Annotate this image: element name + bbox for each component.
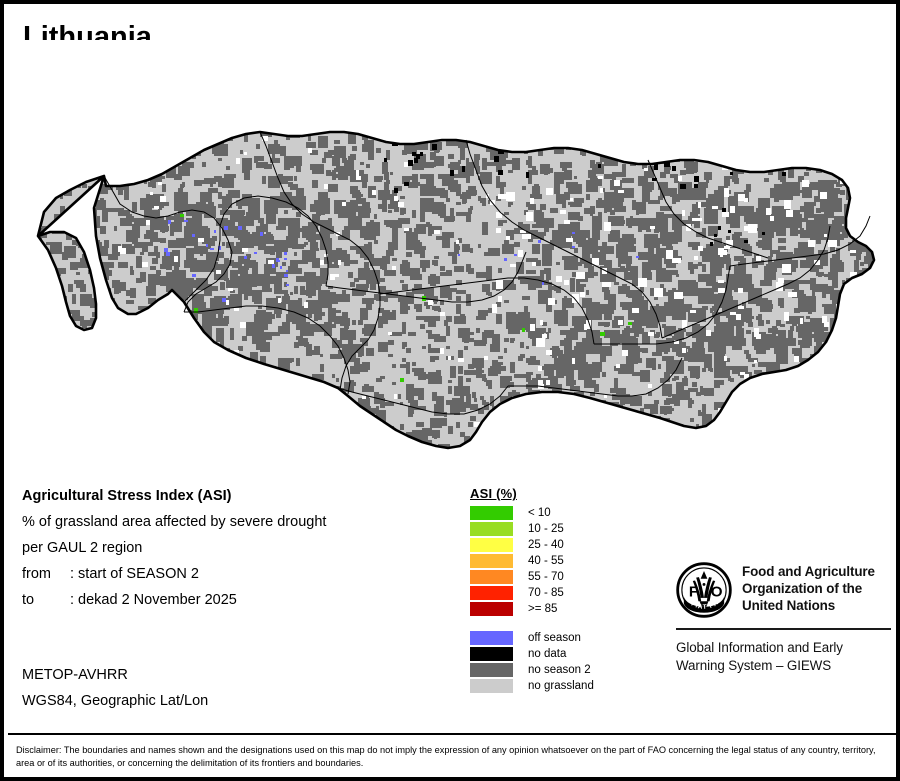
legend-special-row: off season xyxy=(470,630,594,645)
off-season-pixels xyxy=(164,220,639,302)
info-description-line1: % of grassland area affected by severe d… xyxy=(22,514,327,530)
legend-class-row: 10 - 25 xyxy=(470,521,594,536)
legend-class-swatch xyxy=(470,553,513,568)
fao-name-line1: Food and Agriculture xyxy=(742,564,875,579)
legend-class-row: 55 - 70 xyxy=(470,569,594,584)
giews-line2: Warning System – GIEWS xyxy=(676,657,832,673)
legend-class-list: < 10 10 - 25 25 - 40 40 - 55 55 - 70 70 - 85 >… xyxy=(470,505,594,616)
projection-label: WGS84, Geographic Lat/Lon xyxy=(22,693,209,709)
disclaimer-text: Disclaimer: The boundaries and names sho… xyxy=(16,745,876,769)
legend-class-row: 70 - 85 xyxy=(470,585,594,600)
legend-class-swatch xyxy=(470,521,513,536)
legend-special-row: no data xyxy=(470,646,594,661)
fao-name-line3: United Nations xyxy=(742,598,836,614)
legend-class-swatch xyxy=(470,537,513,552)
legend-special-swatch xyxy=(470,630,513,645)
svg-text:F: F xyxy=(689,584,698,601)
lithuania-map-graphic xyxy=(8,40,896,470)
sensor-label: METOP-AVHRR xyxy=(22,667,128,683)
legend-class-label: 70 - 85 xyxy=(528,586,564,599)
legend-class-row: 40 - 55 xyxy=(470,553,594,568)
legend-class-row: 25 - 40 xyxy=(470,537,594,552)
info-heading: Agricultural Stress Index (ASI) xyxy=(22,488,232,504)
legend-class-label: 10 - 25 xyxy=(528,522,564,535)
legend-special-swatch xyxy=(470,662,513,677)
to-label: to xyxy=(22,592,35,608)
fao-divider xyxy=(676,628,891,630)
legend-class-row: < 10 xyxy=(470,505,594,520)
giews-line1: Global Information and Early xyxy=(676,640,843,655)
legend-special-label: no grassland xyxy=(528,679,594,692)
map-source-block: METOP-AVHRR WGS84, Geographic Lat/Lon xyxy=(22,667,452,719)
legend-class-label: 25 - 40 xyxy=(528,538,564,551)
giews-name: Global Information and Early Warning Sys… xyxy=(676,639,891,675)
fao-branding-block: F O FIAT PANIS Food and Agriculture Orga… xyxy=(676,562,891,675)
legend-class-swatch xyxy=(470,585,513,600)
legend-special-row: no season 2 xyxy=(470,662,594,677)
disclaimer-divider xyxy=(8,733,896,735)
fao-organization-name: Food and Agriculture Organization of the… xyxy=(742,562,875,614)
info-period-from: from : start of SEASON 2 xyxy=(22,566,452,582)
legend-class-row: >= 85 xyxy=(470,601,594,616)
legend-title: ASI (%) xyxy=(470,486,517,501)
from-value: : start of SEASON 2 xyxy=(70,566,199,582)
fao-logo-row: F O FIAT PANIS Food and Agriculture Orga… xyxy=(676,562,891,618)
info-period-to: to : dekad 2 November 2025 xyxy=(22,592,452,608)
admin-boundaries xyxy=(103,131,871,415)
legend-class-label: >= 85 xyxy=(528,602,558,615)
legend-class-label: < 10 xyxy=(528,506,551,519)
svg-text:O: O xyxy=(711,584,723,601)
legend-special-row: no grassland xyxy=(470,678,594,693)
map-canvas[interactable] xyxy=(8,40,896,470)
fao-name-line2: Organization of the xyxy=(742,581,863,597)
legend-class-label: 40 - 55 xyxy=(528,554,564,567)
legend-special-list: off season no data no season 2 no grassland xyxy=(470,630,594,693)
legend-special-swatch xyxy=(470,646,513,661)
legend-class-swatch xyxy=(470,505,513,520)
map-legend: ASI (%) < 10 10 - 25 25 - 40 40 - 55 55 - 70… xyxy=(470,486,594,694)
legend-special-label: no data xyxy=(528,647,567,660)
from-label: from xyxy=(22,566,51,582)
map-info-block: Agricultural Stress Index (ASI) % of gra… xyxy=(22,488,452,618)
legend-class-swatch xyxy=(470,569,513,584)
to-value: : dekad 2 November 2025 xyxy=(70,592,237,608)
legend-class-label: 55 - 70 xyxy=(528,570,564,583)
legend-spacer xyxy=(470,617,594,630)
legend-class-swatch xyxy=(470,601,513,616)
legend-special-label: no season 2 xyxy=(528,663,591,676)
fao-emblem-icon: F O FIAT PANIS xyxy=(676,562,732,618)
legend-special-swatch xyxy=(470,678,513,693)
info-description-line2: per GAUL 2 region xyxy=(22,540,143,556)
legend-special-label: off season xyxy=(528,631,581,644)
